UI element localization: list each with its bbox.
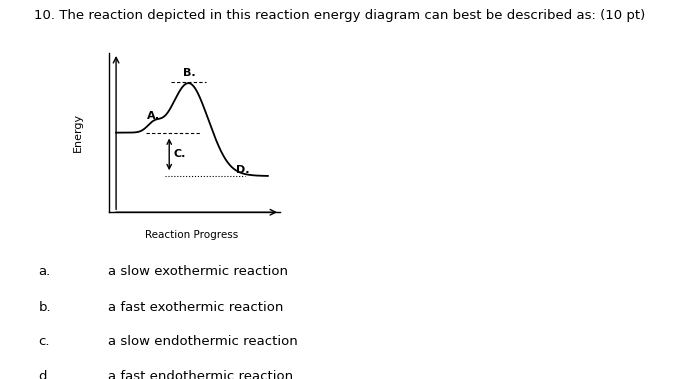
Text: Reaction Progress: Reaction Progress bbox=[146, 230, 239, 240]
Text: b.: b. bbox=[38, 301, 51, 314]
Text: Energy: Energy bbox=[73, 113, 83, 152]
Text: c.: c. bbox=[38, 335, 50, 348]
Text: d.: d. bbox=[38, 370, 51, 379]
Text: a fast exothermic reaction: a fast exothermic reaction bbox=[108, 301, 284, 314]
Text: 10. The reaction depicted in this reaction energy diagram can best be described : 10. The reaction depicted in this reacti… bbox=[34, 9, 645, 22]
Text: D.: D. bbox=[236, 165, 249, 175]
Text: a fast endothermic reaction: a fast endothermic reaction bbox=[108, 370, 293, 379]
Text: C.: C. bbox=[173, 149, 186, 159]
Text: a slow exothermic reaction: a slow exothermic reaction bbox=[108, 265, 288, 278]
Text: B.: B. bbox=[183, 68, 195, 78]
Text: a.: a. bbox=[38, 265, 50, 278]
Text: A.: A. bbox=[147, 111, 160, 121]
Text: a slow endothermic reaction: a slow endothermic reaction bbox=[108, 335, 298, 348]
